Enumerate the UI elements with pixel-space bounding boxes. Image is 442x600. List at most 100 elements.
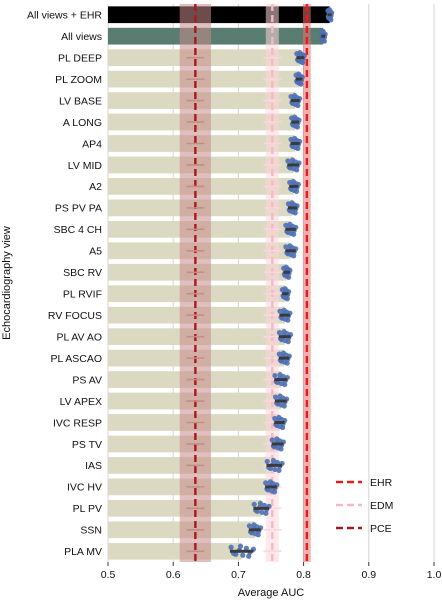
- data-point: [277, 308, 283, 314]
- data-point: [240, 552, 246, 558]
- data-point: [285, 317, 291, 323]
- data-point: [292, 92, 298, 99]
- data-point: [228, 544, 234, 550]
- data-point: [291, 231, 297, 237]
- data-point: [272, 394, 279, 400]
- category-label: A5: [89, 246, 102, 258]
- data-point: [251, 522, 257, 528]
- x-axis-label: Average AUC: [238, 587, 305, 599]
- data-point: [293, 188, 300, 195]
- data-point: [278, 446, 284, 452]
- legend-label: EHR: [370, 477, 393, 489]
- data-point: [297, 50, 303, 56]
- data-point: [274, 436, 280, 442]
- data-point: [272, 372, 278, 379]
- category-label: LV APEX: [60, 396, 102, 408]
- data-point: [281, 307, 287, 313]
- data-point: [292, 114, 298, 120]
- category-label: SBC RV: [63, 267, 102, 279]
- data-point: [280, 350, 287, 356]
- data-point: [246, 523, 253, 529]
- category-label: RV FOCUS: [48, 310, 102, 322]
- data-point: [286, 274, 292, 280]
- data-point: [292, 135, 298, 142]
- category-label: PL AV AO: [56, 331, 102, 343]
- bar: [108, 542, 242, 560]
- data-point: [276, 351, 282, 357]
- category-label: PLA MV: [64, 546, 102, 558]
- data-point: [282, 286, 288, 292]
- data-point: [289, 157, 296, 163]
- category-label: SBC 4 CH: [54, 224, 102, 236]
- data-point: [326, 7, 333, 13]
- category-label: A2: [89, 181, 102, 193]
- data-point: [282, 381, 288, 388]
- data-point: [246, 553, 252, 559]
- category-label: PL DEEP: [58, 52, 102, 64]
- data-point: [294, 167, 300, 173]
- x-tick-label: 0.5: [101, 569, 116, 581]
- data-point: [277, 371, 283, 378]
- data-point: [272, 415, 278, 422]
- category-label: IAS: [85, 460, 102, 472]
- data-point: [289, 200, 295, 206]
- legend-label: PCE: [370, 523, 392, 535]
- data-point: [276, 414, 282, 421]
- data-point: [287, 243, 293, 249]
- data-point: [285, 158, 291, 164]
- category-label: PS PV PA: [55, 203, 102, 215]
- x-tick-label: 1.0: [427, 569, 442, 581]
- data-point: [281, 403, 287, 409]
- x-tick-label: 0.6: [166, 569, 181, 581]
- data-point: [281, 329, 287, 335]
- data-point: [295, 102, 301, 109]
- data-point: [283, 244, 289, 250]
- data-point: [272, 466, 278, 473]
- data-point: [251, 501, 257, 507]
- data-point: [276, 330, 283, 336]
- category-label: LV MID: [68, 160, 103, 172]
- data-point: [271, 489, 278, 495]
- data-point: [259, 509, 265, 515]
- data-point: [276, 467, 282, 474]
- x-tick-label: 0.9: [361, 569, 376, 581]
- data-point: [277, 393, 283, 399]
- data-point: [280, 424, 286, 431]
- data-point: [320, 28, 326, 34]
- data-point: [294, 124, 301, 130]
- data-point: [255, 532, 261, 538]
- data-point: [284, 360, 290, 366]
- data-point: [284, 296, 290, 302]
- data-point: [243, 545, 249, 551]
- data-point: [321, 38, 327, 44]
- category-label: IVC HV: [67, 482, 102, 494]
- data-point: [287, 221, 293, 227]
- data-point: [257, 500, 264, 506]
- legend: EHR EDM PCE: [336, 477, 393, 535]
- data-point: [267, 479, 274, 485]
- category-label: All views + EHR: [27, 10, 102, 22]
- data-point: [296, 71, 302, 77]
- data-point: [283, 264, 289, 270]
- data-point: [237, 543, 244, 549]
- category-label: PL ASCAO: [50, 353, 102, 365]
- reference-dashes: [186, 56, 282, 553]
- category-label: LV BASE: [59, 95, 102, 107]
- category-label: PS AV: [72, 374, 102, 386]
- data-point: [292, 210, 298, 216]
- legend-label: EDM: [370, 500, 393, 512]
- x-tick-label: 0.7: [231, 569, 246, 581]
- category-labels: All views + EHR All views PL DEEP PL ZOOM LV…: [27, 10, 102, 559]
- data-point: [291, 253, 297, 259]
- data-point: [263, 510, 269, 516]
- data-point: [285, 339, 291, 345]
- data-point: [290, 178, 296, 185]
- category-label: All views: [61, 31, 102, 43]
- data-point: [263, 480, 269, 486]
- category-label: A LONG: [63, 117, 102, 129]
- category-label: PL RVIF: [63, 289, 102, 301]
- y-axis-label: Echocardiography view: [1, 226, 13, 340]
- data-point: [298, 81, 304, 87]
- x-tick-label: 0.8: [296, 569, 311, 581]
